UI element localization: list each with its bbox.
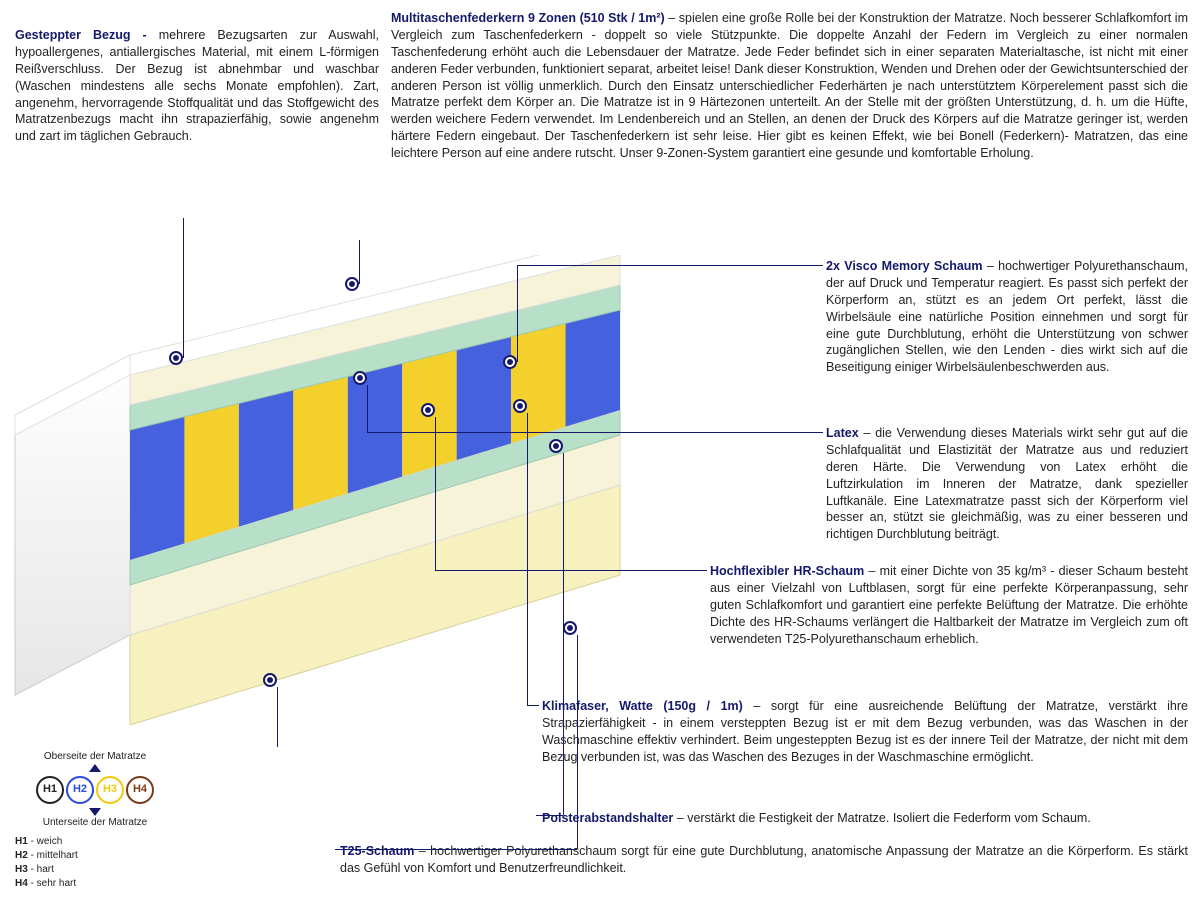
triangle-up-icon: [89, 764, 101, 772]
hardness-badge: H3: [96, 776, 124, 804]
multi-title: Multitaschenfederkern 9 Zonen (510 Stk /…: [391, 11, 665, 25]
latex-title: Latex: [826, 426, 859, 440]
visco-title: 2x Visco Memory Schaum: [826, 259, 983, 273]
polster-body: – verstärkt die Festigkeit der Matratze.…: [673, 811, 1091, 825]
section-hr: Hochflexibler HR-Schaum – mit einer Dich…: [710, 563, 1188, 647]
leader-line: [335, 849, 577, 850]
leader-line: [517, 265, 823, 266]
hardness-badge: H1: [36, 776, 64, 804]
section-latex: Latex – die Verwendung dieses Materials …: [826, 425, 1188, 543]
hardness-legend-item: H4 - sehr hart: [15, 877, 175, 891]
callout-marker-icon: [503, 355, 517, 369]
leader-line: [517, 265, 518, 362]
leader-line: [527, 705, 539, 706]
hardness-legend-item: H1 - weich: [15, 835, 175, 849]
callout-marker-icon: [421, 403, 435, 417]
callout-marker-icon: [263, 673, 277, 687]
hardness-badges-row: H1H2H3H4: [15, 776, 175, 804]
hardness-legend: Oberseite der Matratze H1H2H3H4 Untersei…: [15, 750, 175, 891]
hardness-bottom-label: Unterseite der Matratze: [15, 816, 175, 830]
multi-body: – spielen eine große Rolle bei der Konst…: [391, 11, 1188, 160]
t25-title: T25-Schaum: [340, 844, 414, 858]
triangle-down-icon: [89, 808, 101, 816]
visco-body: – hochwertiger Polyurethanschaum, der au…: [826, 259, 1188, 374]
leader-line: [277, 687, 278, 747]
section-polster: Polsterabstandshalter – verstärkt die Fe…: [542, 810, 1188, 827]
hardness-top-label: Oberseite der Matratze: [15, 750, 175, 764]
hardness-badge: H4: [126, 776, 154, 804]
callout-marker-icon: [549, 439, 563, 453]
leader-line: [577, 635, 578, 849]
hardness-legend-item: H3 - hart: [15, 863, 175, 877]
cover-title: Gesteppter Bezug -: [15, 28, 159, 42]
hardness-badge: H2: [66, 776, 94, 804]
section-multi: Multitaschenfederkern 9 Zonen (510 Stk /…: [391, 10, 1188, 162]
section-visco: 2x Visco Memory Schaum – hochwertiger Po…: [826, 258, 1188, 376]
cover-body: mehrere Bezugsarten zur Auswahl, hypoall…: [15, 28, 379, 143]
leader-line: [359, 240, 360, 284]
callout-marker-icon: [563, 621, 577, 635]
hardness-text-legend: H1 - weichH2 - mittelhartH3 - hartH4 - s…: [15, 835, 175, 891]
leader-line: [367, 385, 368, 432]
callout-marker-icon: [345, 277, 359, 291]
callout-marker-icon: [513, 399, 527, 413]
callout-marker-icon: [169, 351, 183, 365]
leader-line: [435, 417, 436, 570]
callout-marker-icon: [353, 371, 367, 385]
leader-line: [527, 413, 528, 705]
leader-line: [183, 218, 184, 358]
leader-line: [536, 815, 563, 816]
leader-line: [435, 570, 707, 571]
mattress-illustration: [0, 255, 650, 725]
latex-body: – die Verwendung dieses Materials wirkt …: [826, 426, 1188, 541]
leader-line: [563, 453, 564, 815]
section-cover: Gesteppter Bezug - mehrere Bezugsarten z…: [15, 27, 379, 145]
polster-title: Polsterabstandshalter: [542, 811, 673, 825]
hr-title: Hochflexibler HR-Schaum: [710, 564, 864, 578]
hardness-legend-item: H2 - mittelhart: [15, 849, 175, 863]
